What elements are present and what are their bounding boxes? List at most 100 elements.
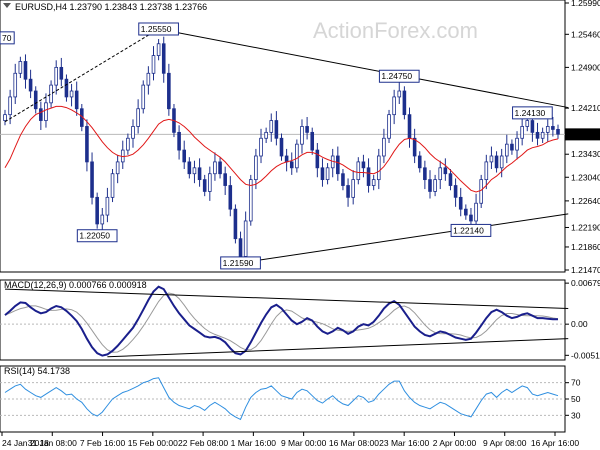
candle-body <box>464 208 468 216</box>
candle-body <box>325 167 330 181</box>
candle-body <box>361 161 366 169</box>
candle-body <box>284 155 289 163</box>
candle-body <box>192 167 197 175</box>
candle-body <box>213 161 217 175</box>
rsi-panel-header: RSI(14) 54.1738 <box>4 366 70 376</box>
candle-body <box>407 114 412 139</box>
x-tick-label: 7 Feb 16:00 <box>80 438 126 448</box>
candle-body <box>433 179 437 192</box>
candle-body <box>85 126 89 163</box>
candle-body <box>95 196 99 225</box>
macd-trendline <box>107 338 569 358</box>
candle-body <box>510 143 514 151</box>
current-price-label: 1.23766 <box>568 129 599 139</box>
candle-body <box>115 161 120 175</box>
candle-body <box>443 167 448 175</box>
price-panel-header: EURUSD,H4 1.23790 1.23843 1.23738 1.2376… <box>15 2 207 12</box>
candle-body <box>136 108 140 127</box>
macd-signal-line <box>4 292 559 353</box>
candle-body <box>202 179 207 192</box>
candle-body <box>341 173 345 186</box>
candle-body <box>453 185 458 198</box>
candle-body <box>300 126 304 145</box>
candle-body <box>146 72 151 86</box>
moving-average-line <box>4 105 559 193</box>
candle-body <box>387 114 391 139</box>
dropdown-arrow-icon[interactable] <box>3 3 11 8</box>
candle-body <box>494 155 499 169</box>
x-tick-label: 2 Apr 00:00 <box>433 438 477 448</box>
x-tick-label: 9 Apr 08:00 <box>483 438 527 448</box>
candle-body <box>8 96 12 116</box>
candle-body <box>223 173 227 186</box>
candle-body <box>182 149 187 163</box>
price-annotation-label: 70 <box>2 33 12 43</box>
macd-y-tick-label: -0.005157 <box>571 350 600 360</box>
candle-body <box>484 161 489 181</box>
macd-panel-frame <box>0 279 566 361</box>
price-annotation-label: 1.25550 <box>141 24 172 34</box>
macd-trendline <box>4 288 569 309</box>
candle-body <box>197 167 202 181</box>
candle-body <box>489 155 494 163</box>
price-annotation-label: 1.22140 <box>453 225 484 235</box>
macd-line <box>4 285 558 357</box>
price-annotation-label: 1.24130 <box>515 108 546 118</box>
candle-body <box>64 78 69 98</box>
candle-body <box>177 131 181 151</box>
candle-body <box>310 131 315 151</box>
candle-body <box>402 90 407 116</box>
candle-body <box>28 78 33 92</box>
candle-body <box>535 131 540 139</box>
candle-body <box>18 61 23 74</box>
candle-body <box>305 126 309 133</box>
candle-body <box>44 102 48 121</box>
candle-body <box>33 90 38 110</box>
rsi-line <box>4 377 559 421</box>
x-tick-label: 16 Mar 08:00 <box>329 438 379 448</box>
x-tick-label: 31 Jan 08:00 <box>28 438 77 448</box>
candle-body <box>54 66 58 86</box>
price-panel: 1.25990 1.25460 1.24900 1.24210 1.23430 1.230… <box>0 0 600 275</box>
candle-body <box>545 126 550 133</box>
current-price-box <box>565 128 600 141</box>
candle-body <box>382 137 386 157</box>
x-tick-label: 24 Jan 2018 <box>2 438 49 448</box>
candle-body <box>264 131 268 139</box>
candle-body <box>39 108 43 121</box>
candle-body <box>141 84 146 110</box>
price-annotation-box <box>378 69 420 83</box>
candle-body <box>161 43 166 74</box>
macd-y-tick-label: 0.00 <box>571 319 588 329</box>
candle-body <box>289 161 294 169</box>
candle-body <box>479 179 483 204</box>
price-y-tick-label: 1.25990 <box>571 0 600 8</box>
x-tick-label: 15 Feb 00:00 <box>128 438 178 448</box>
candle-body <box>540 131 545 139</box>
candle-body <box>520 126 524 139</box>
candle-body <box>412 137 417 157</box>
price-y-tick-label: 1.23430 <box>571 149 600 159</box>
candle-body <box>238 238 243 257</box>
candle-body <box>295 143 299 169</box>
price-annotation-box <box>0 31 15 45</box>
candle-body <box>551 126 555 130</box>
candle-body <box>228 185 233 210</box>
candle-body <box>3 114 7 121</box>
watermark: ActionForex.com <box>313 18 478 43</box>
candle-body <box>208 173 212 192</box>
price-annotation-box <box>512 106 553 120</box>
candle-body <box>105 196 110 216</box>
candle-body <box>49 84 53 104</box>
candle-body <box>392 96 396 116</box>
candle-body <box>469 214 473 222</box>
candle-body <box>315 149 320 169</box>
price-y-tick-label: 1.22190 <box>571 222 600 232</box>
candle-body <box>69 90 74 98</box>
candle-body <box>151 55 156 74</box>
macd-panel: 0.006792 0.00 -0.005157 <box>0 278 600 360</box>
price-y-tick-label: 1.24900 <box>571 62 600 72</box>
price-annotation-box <box>138 22 179 36</box>
x-tick-label: 16 Apr 16:00 <box>531 438 579 448</box>
candle-body <box>428 179 432 192</box>
